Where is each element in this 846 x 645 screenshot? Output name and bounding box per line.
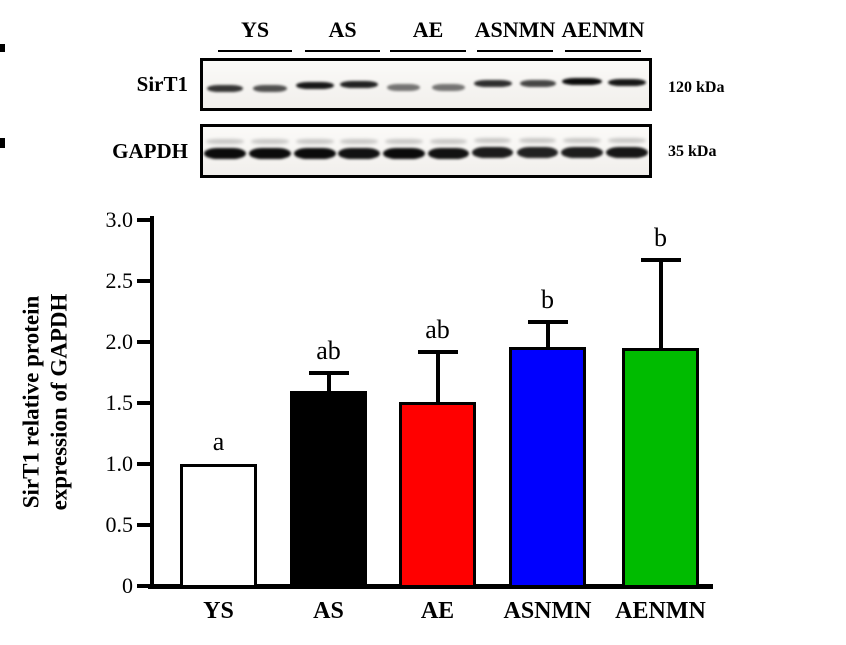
y-axis-tick-label: 0 xyxy=(122,573,133,598)
blot-group-label: AS xyxy=(328,17,357,42)
protein-band-ghost xyxy=(519,137,556,143)
y-axis-spine xyxy=(150,216,154,589)
significance-letter: ab xyxy=(316,335,341,365)
error-bar-stem xyxy=(435,351,440,404)
protein-band xyxy=(252,84,287,92)
blot-group-underline xyxy=(390,50,466,52)
protein-band xyxy=(472,146,514,158)
y-axis-tick xyxy=(137,218,150,222)
kda-label-120: 120 kDa xyxy=(668,79,725,96)
x-axis-label-asnmn: ASNMN xyxy=(503,598,592,624)
protein-band xyxy=(517,146,558,158)
protein-band xyxy=(427,147,469,159)
protein-band xyxy=(387,83,421,91)
y-axis-tick-label: 0.5 xyxy=(105,512,134,537)
protein-band xyxy=(561,146,604,158)
x-axis-label-aenmn: AENMN xyxy=(615,598,706,624)
sirt1-blot-box xyxy=(200,58,652,111)
blot-group-label: ASNMN xyxy=(474,17,556,42)
bar-as xyxy=(290,390,367,588)
protein-band xyxy=(607,78,646,86)
protein-band-ghost xyxy=(607,137,646,143)
protein-band xyxy=(295,81,334,89)
x-axis-label-as: AS xyxy=(313,598,344,624)
y-axis-tick-label: 1.5 xyxy=(105,390,134,415)
western-blot-section: YS AS AE ASNMN AENMN SirT1 120 kDa GAPDH 35 … xyxy=(0,0,846,200)
y-axis-tick-label: 1.0 xyxy=(105,451,134,476)
error-bar-cap xyxy=(640,258,681,263)
row-label-gapdh: GAPDH xyxy=(112,139,188,163)
protein-band xyxy=(338,147,381,159)
protein-band xyxy=(519,79,556,87)
protein-band-ghost xyxy=(429,138,467,144)
significance-letter: b xyxy=(541,285,554,315)
edge-artifact xyxy=(0,138,5,148)
protein-band-ghost xyxy=(474,137,512,143)
protein-band-ghost xyxy=(295,138,334,144)
error-bar-stem xyxy=(326,372,331,393)
y-axis-tick-label: 2.5 xyxy=(105,268,134,293)
significance-letter: b xyxy=(654,223,667,253)
gapdh-blot-box xyxy=(200,124,652,178)
error-bar-cap xyxy=(527,320,568,325)
y-axis-tick xyxy=(137,279,150,283)
protein-band xyxy=(204,147,247,159)
edge-artifact xyxy=(0,44,5,52)
blot-group-underline xyxy=(218,50,292,52)
protein-band xyxy=(473,79,512,87)
row-label-sirt1: SirT1 xyxy=(136,72,188,96)
protein-band xyxy=(248,147,291,159)
y-axis-tick-label: 2.0 xyxy=(105,329,134,354)
blot-group-underline xyxy=(305,50,380,52)
protein-band-ghost xyxy=(340,138,379,144)
error-bar-stem xyxy=(545,322,550,349)
bar-ys xyxy=(180,464,257,588)
error-bar-cap xyxy=(308,370,349,375)
x-axis-label-ae: AE xyxy=(420,598,455,624)
protein-band xyxy=(382,147,425,159)
protein-band xyxy=(431,83,465,91)
significance-letter: a xyxy=(212,427,225,456)
bar-ae xyxy=(399,401,476,588)
blot-group-underline xyxy=(565,50,641,52)
significance-letter: ab xyxy=(425,314,450,344)
blot-group-label: AENMN xyxy=(561,17,645,42)
blot-group-header: YS AS AE ASNMN AENMN xyxy=(0,0,846,56)
protein-band-ghost xyxy=(206,138,245,144)
protein-band-ghost xyxy=(384,138,423,144)
bar-asnmn xyxy=(509,346,586,588)
error-bar-cap xyxy=(417,349,458,354)
y-axis-tick xyxy=(137,584,150,588)
x-axis-label-ys: YS xyxy=(203,598,234,624)
protein-band xyxy=(293,147,336,159)
error-bar-stem xyxy=(658,260,663,351)
protein-band xyxy=(340,80,379,88)
blot-group-label: YS xyxy=(240,17,270,42)
protein-band xyxy=(562,77,603,85)
y-axis-tick xyxy=(137,462,150,466)
protein-band xyxy=(605,146,648,158)
protein-band-ghost xyxy=(250,138,289,144)
bar-aenmn xyxy=(622,348,699,588)
blot-group-label: AE xyxy=(412,17,444,42)
y-axis-tick-label: 3.0 xyxy=(105,207,134,232)
protein-band xyxy=(207,84,244,92)
y-axis-tick xyxy=(137,401,150,405)
y-axis-tick xyxy=(137,523,150,527)
blot-group-underline xyxy=(477,50,553,52)
kda-label-35: 35 kDa xyxy=(668,143,717,160)
protein-band-ghost xyxy=(563,137,602,143)
y-axis-tick xyxy=(137,340,150,344)
